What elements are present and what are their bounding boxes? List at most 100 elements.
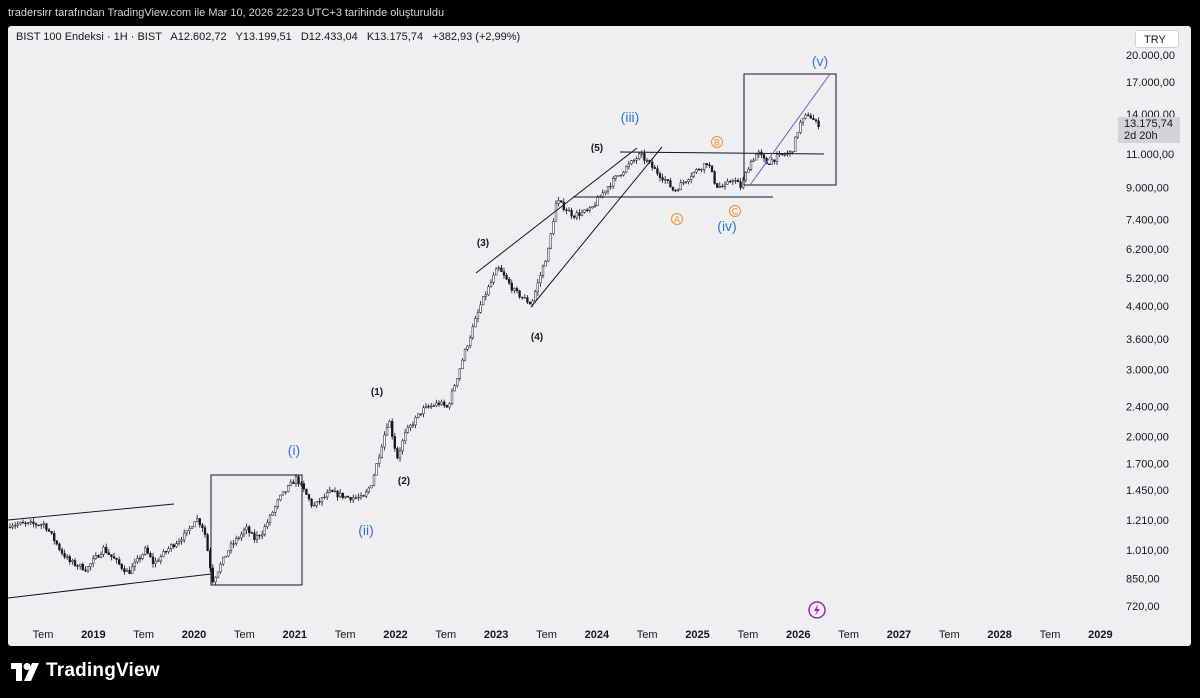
- candle-body: [190, 526, 194, 529]
- x-tick-label: 2021: [283, 629, 307, 641]
- candle-body: [328, 489, 331, 493]
- candle-body: [799, 121, 802, 133]
- candle-body: [450, 390, 454, 405]
- candle-body: [643, 153, 646, 161]
- candle-body: [102, 546, 105, 555]
- wave-label-a-circle: [671, 213, 683, 225]
- candle-body: [352, 497, 355, 501]
- candle-body: [640, 153, 643, 155]
- candle-body: [508, 278, 511, 284]
- candle-body: [469, 337, 472, 347]
- candles: [8, 112, 820, 585]
- high-value: Y13.199,51: [235, 31, 292, 43]
- symbol-name[interactable]: BIST 100 Endeksi · 1H · BIST: [16, 31, 162, 43]
- candle-body: [201, 524, 204, 528]
- candle-body: [193, 521, 196, 528]
- candle-body: [266, 522, 269, 527]
- candle-body: [105, 546, 108, 553]
- candle-body: [47, 529, 51, 532]
- candle-body: [76, 565, 79, 567]
- candle-body: [224, 555, 227, 558]
- candle-body: [323, 496, 326, 499]
- candle-body: [580, 211, 584, 216]
- candle-body: [817, 120, 820, 128]
- candle-body: [671, 186, 675, 191]
- candle-body: [500, 267, 503, 272]
- candle-body: [528, 301, 532, 305]
- price-chart[interactable]: (i) (ii) (iii) (iv) (v) (1) (2) (3) (4) (5) A B C 20…: [8, 26, 1191, 646]
- candle-body: [378, 456, 381, 464]
- candle-body: [682, 182, 685, 184]
- candle-body: [625, 166, 628, 173]
- candle-body: [393, 436, 396, 449]
- y-tick-label: 6.200,00: [1126, 244, 1169, 256]
- candle-body: [716, 183, 719, 188]
- candle-body: [146, 547, 149, 554]
- candle-body: [801, 117, 805, 123]
- candle-body: [695, 169, 698, 173]
- candle-body: [567, 210, 571, 212]
- candle-body: [232, 543, 235, 545]
- candle-body: [365, 491, 368, 497]
- currency-button[interactable]: TRY: [1135, 30, 1179, 48]
- y-tick-label: 3.000,00: [1126, 364, 1169, 376]
- candle-body: [370, 485, 373, 489]
- y-tick-label: 1.010,00: [1126, 545, 1169, 557]
- candle-body: [575, 212, 578, 218]
- candle-body: [198, 518, 201, 526]
- candle-body: [461, 359, 464, 369]
- candle-body: [414, 417, 417, 426]
- candle-body: [341, 492, 344, 498]
- x-tick-label: 2019: [81, 629, 105, 641]
- candle-body: [53, 532, 56, 541]
- candle-body: [29, 521, 32, 523]
- x-tick-label: 2024: [585, 629, 610, 641]
- wave-label-c: C: [732, 207, 739, 217]
- y-tick-label: 3.600,00: [1126, 334, 1169, 346]
- candle-body: [138, 557, 142, 560]
- candle-body: [593, 205, 597, 207]
- candle-body: [489, 282, 493, 288]
- candle-body: [484, 294, 487, 297]
- candle-body: [703, 163, 706, 170]
- candle-body: [242, 529, 246, 535]
- wave-label-2: (2): [398, 476, 410, 487]
- candle-body: [736, 180, 740, 183]
- candle-body: [762, 154, 766, 159]
- candle-body: [289, 481, 292, 486]
- wave-label-3: (3): [477, 238, 489, 249]
- candle-body: [453, 385, 456, 392]
- candle-body: [144, 547, 147, 555]
- x-tick-label: 2027: [887, 629, 911, 641]
- candle-body: [666, 179, 669, 181]
- price-badge: [1118, 117, 1180, 143]
- candle-body: [237, 537, 240, 539]
- candle-body: [388, 421, 391, 428]
- candle-body: [94, 555, 97, 559]
- candle-body: [115, 558, 118, 560]
- candle-body: [196, 518, 199, 522]
- candle-body: [536, 282, 539, 293]
- channel-upper-line: [8, 503, 175, 521]
- candle-body: [502, 271, 506, 276]
- candle-body: [482, 296, 485, 306]
- wave-i-box: [210, 474, 303, 586]
- low-value: D12.433,04: [300, 31, 358, 43]
- candle-body: [814, 119, 818, 122]
- chart-panel[interactable]: BIST 100 Endeksi · 1H · BIST A12.602,72 …: [8, 26, 1191, 646]
- drawings: (i) (ii) (iii) (iv) (v) (1) (2) (3) (4) (5) A B C: [8, 53, 837, 599]
- candle-body: [172, 544, 175, 548]
- candle-body: [427, 406, 430, 408]
- candle-body: [383, 434, 386, 448]
- x-tick-label: 2028: [987, 629, 1011, 641]
- wave-label-c-circle: [729, 205, 741, 217]
- change-value: +382,93 (+2,99%): [432, 31, 521, 43]
- candle-body: [37, 524, 40, 526]
- lightning-icon[interactable]: [808, 601, 826, 619]
- candle-body: [297, 476, 300, 485]
- candle-body: [89, 563, 92, 567]
- tradingview-brand[interactable]: TradingView: [10, 660, 160, 682]
- candle-body: [679, 182, 682, 191]
- candle-body: [167, 548, 170, 552]
- candle-body: [492, 274, 495, 283]
